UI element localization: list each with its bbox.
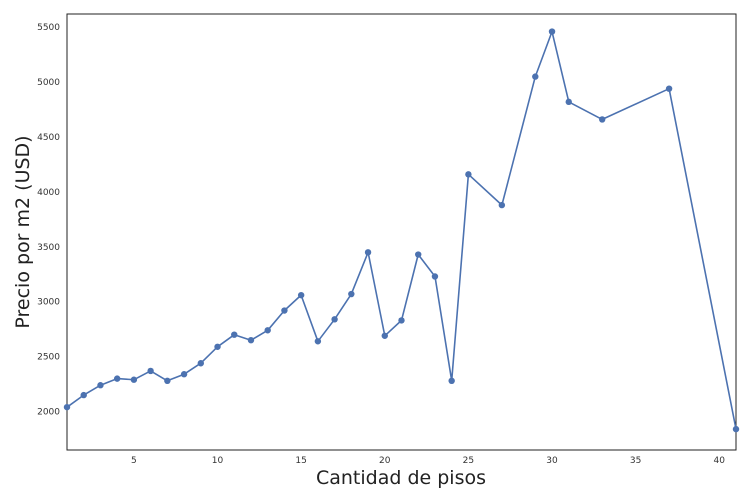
y-tick-label: 3500: [37, 243, 60, 253]
data-point: [180, 371, 188, 378]
data-point: [80, 391, 87, 399]
x-tick-label: 40: [714, 456, 726, 466]
data-point: [264, 327, 271, 334]
data-point: [431, 273, 439, 280]
data-point: [197, 360, 204, 367]
x-tick-label: 35: [630, 456, 641, 466]
x-tick-label: 30: [546, 456, 558, 466]
y-axis-ticks: 2000 2500 3000 3500 4000 4500 5000 5500: [37, 23, 60, 417]
x-tick-label: 10: [212, 456, 224, 466]
data-point: [732, 425, 740, 433]
x-tick-label: 15: [295, 456, 306, 466]
data-point: [314, 338, 322, 345]
data-point: [364, 249, 372, 256]
data-point: [113, 375, 121, 382]
data-point: [665, 85, 673, 92]
y-tick-label: 5500: [37, 23, 60, 33]
y-tick-label: 4500: [37, 133, 60, 143]
data-point: [281, 307, 288, 314]
y-tick-label: 4000: [37, 188, 60, 198]
data-point: [214, 343, 221, 350]
x-axis-ticks: 5 10 15 20 25 30 35 40: [131, 456, 725, 466]
data-point: [448, 377, 455, 385]
data-point: [247, 336, 255, 344]
series-line: [66, 30, 737, 430]
data-point: [231, 331, 238, 338]
x-tick-label: 5: [131, 456, 137, 466]
data-point: [297, 291, 305, 299]
series-layer: [63, 28, 740, 433]
data-point: [465, 171, 472, 178]
y-tick-label: 5000: [37, 78, 60, 88]
data-point: [532, 73, 539, 80]
data-point: [164, 377, 171, 385]
data-point: [415, 251, 422, 258]
y-tick-label: 2000: [37, 408, 60, 418]
x-tick-label: 20: [379, 456, 391, 466]
x-axis-label: Cantidad de pisos: [316, 467, 486, 489]
y-tick-label: 3000: [37, 298, 60, 308]
data-point: [381, 332, 388, 339]
data-point: [348, 290, 355, 298]
data-point: [498, 201, 506, 209]
data-point: [565, 98, 572, 106]
data-point: [548, 28, 556, 35]
y-tick-label: 2500: [37, 353, 60, 363]
data-point: [130, 376, 138, 383]
data-point: [97, 382, 104, 389]
data-point: [599, 116, 606, 123]
plot-area-frame: [66, 13, 737, 451]
data-point: [63, 403, 71, 411]
data-point: [398, 317, 405, 324]
x-tick-label: 25: [463, 456, 474, 466]
y-axis-label: Precio por m2 (USD): [12, 135, 34, 328]
data-point: [331, 316, 338, 323]
data-point: [147, 367, 154, 375]
